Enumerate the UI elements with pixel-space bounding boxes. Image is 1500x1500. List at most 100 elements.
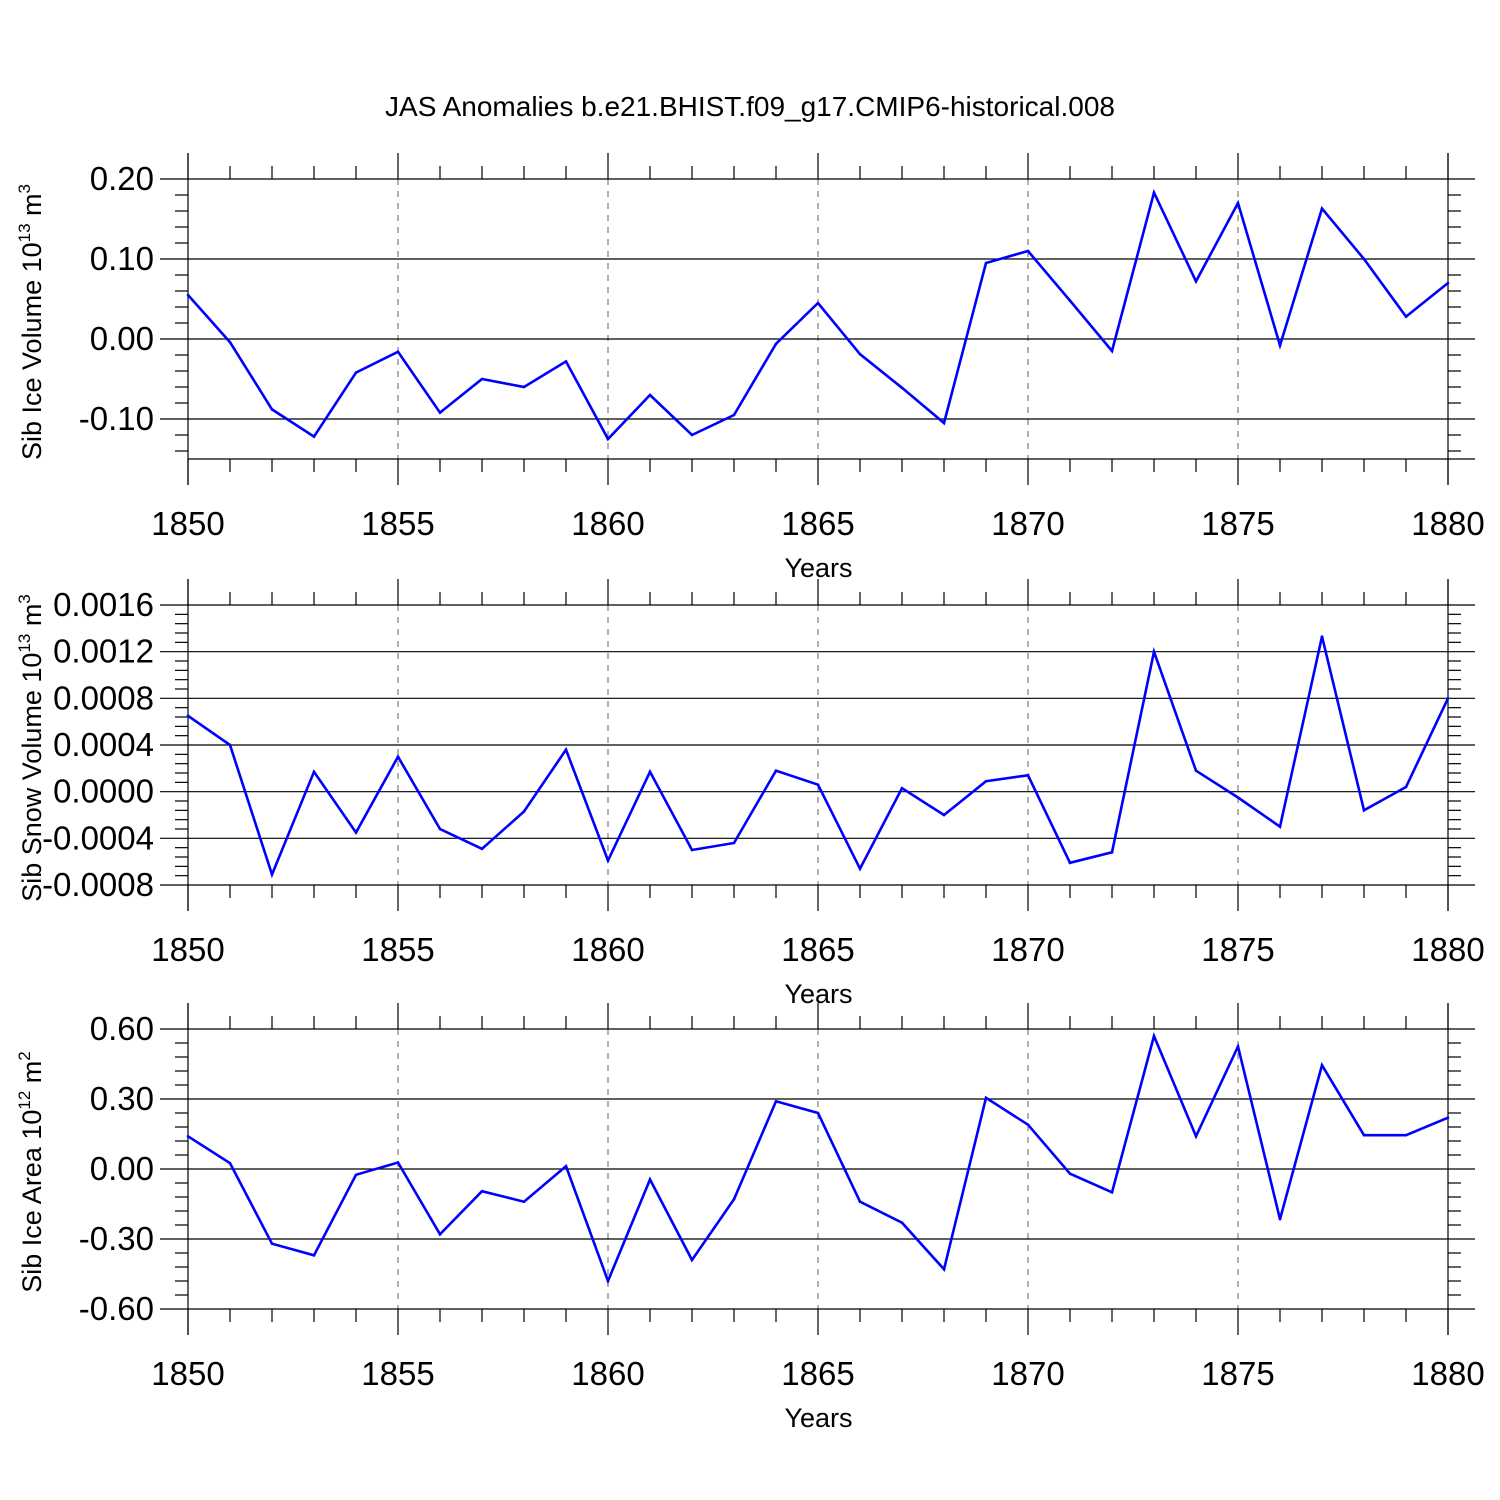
data-point (648, 1178, 652, 1181)
data-point (438, 827, 442, 831)
data-point (816, 301, 820, 305)
data-point (1194, 1135, 1198, 1138)
data-point (1320, 635, 1324, 638)
data-point (858, 867, 862, 870)
data-point (732, 413, 736, 417)
data-point (606, 859, 610, 862)
x-tick-label: 1875 (1201, 1355, 1274, 1392)
y-tick-label: 0.0012 (53, 633, 154, 670)
data-point (1362, 257, 1366, 261)
x-tick-label: 1855 (361, 1355, 434, 1392)
data-point (984, 261, 988, 265)
data-point (1404, 315, 1408, 318)
data-point (1404, 785, 1408, 789)
data-point (1194, 769, 1198, 772)
data-point (984, 1096, 988, 1100)
data-point (1152, 191, 1156, 194)
data-point (1152, 1034, 1156, 1038)
y-tick-label: 0.20 (90, 160, 154, 197)
data-point (186, 714, 190, 718)
data-point (732, 841, 736, 845)
data-point (606, 437, 610, 441)
x-tick-label: 1860 (571, 931, 644, 968)
data-point (228, 1161, 232, 1165)
x-tick-label: 1860 (571, 505, 644, 542)
data-point (1026, 249, 1030, 253)
data-point (1320, 1063, 1324, 1067)
data-point (312, 435, 316, 438)
data-point (1110, 349, 1114, 353)
x-tick-label: 1880 (1411, 1355, 1484, 1392)
y-tick-label: 0.10 (90, 240, 154, 277)
x-tick-label: 1850 (151, 931, 224, 968)
y-tick-label: 0.00 (90, 320, 154, 357)
data-point (1404, 1133, 1408, 1137)
data-point (522, 385, 526, 389)
data-point (186, 1135, 190, 1138)
x-axis-title: Years (784, 553, 852, 583)
y-tick-label: 0.0004 (53, 726, 154, 763)
data-point (186, 293, 190, 297)
data-point (522, 810, 526, 813)
x-tick-label: 1880 (1411, 931, 1484, 968)
data-point (1320, 207, 1324, 210)
data-point (1278, 344, 1282, 347)
data-point (1110, 851, 1114, 854)
data-point (774, 769, 778, 772)
x-tick-label: 1855 (361, 505, 434, 542)
data-point (1236, 1045, 1240, 1048)
data-point (228, 340, 232, 344)
data-point (858, 352, 862, 356)
data-point (690, 848, 694, 852)
data-point (1362, 809, 1366, 812)
y-axis-title: Sib Snow Volume 1013 m3 (15, 594, 47, 902)
x-tick-label: 1865 (781, 931, 854, 968)
y-tick-label: 0.0000 (53, 773, 154, 810)
data-point (774, 1100, 778, 1103)
data-point (606, 1279, 610, 1283)
data-point (396, 755, 400, 758)
data-point (1236, 796, 1240, 799)
y-axis-title: Sib Ice Volume 1013 m3 (15, 184, 47, 460)
data-point (480, 847, 484, 851)
data-point (522, 1200, 526, 1203)
data-point (1446, 1116, 1450, 1119)
data-point (354, 1173, 358, 1177)
y-tick-label: 0.30 (90, 1080, 154, 1117)
x-tick-label: 1860 (571, 1355, 644, 1392)
x-tick-label: 1870 (991, 505, 1064, 542)
x-tick-label: 1875 (1201, 505, 1274, 542)
data-point (1068, 299, 1072, 302)
data-point (564, 1164, 568, 1168)
data-point (900, 786, 904, 790)
data-point (1446, 281, 1450, 285)
data-point (312, 770, 316, 774)
y-axis-title: Sib Ice Area 1012 m2 (15, 1051, 47, 1293)
chart-panel-2: -0.0008 -0.0004 0.0000 0.0004 0.0008 0.0012 0.… (15, 579, 1485, 1009)
data-point (1278, 825, 1282, 828)
data-point (564, 748, 568, 751)
y-tick-label: -0.0004 (42, 819, 154, 856)
data-point (1446, 697, 1450, 700)
x-tick-label: 1870 (991, 931, 1064, 968)
x-tick-label: 1865 (781, 1355, 854, 1392)
data-point (270, 408, 274, 411)
y-tick-label: -0.30 (79, 1220, 154, 1257)
y-tick-label: -0.60 (79, 1290, 154, 1327)
data-point (690, 433, 694, 437)
data-point (690, 1258, 694, 1262)
x-tick-label: 1865 (781, 505, 854, 542)
data-point (1068, 861, 1072, 865)
data-point (900, 386, 904, 390)
y-tick-label: 0.60 (90, 1010, 154, 1047)
data-point (438, 411, 442, 414)
chart-panel-1: -0.10 0.00 0.10 0.20 1850 1855 1860 1865 1870 187… (15, 153, 1485, 583)
data-point (1362, 1133, 1366, 1137)
data-point (648, 770, 652, 774)
data-point (942, 813, 946, 817)
y-tick-label: -0.0008 (42, 866, 154, 903)
x-tick-label: 1875 (1201, 931, 1274, 968)
data-point (354, 831, 358, 834)
data-point (480, 377, 484, 381)
chart-panel-3: -0.60 -0.30 0.00 0.30 0.60 1850 1855 1860 1865 18… (15, 1003, 1485, 1433)
